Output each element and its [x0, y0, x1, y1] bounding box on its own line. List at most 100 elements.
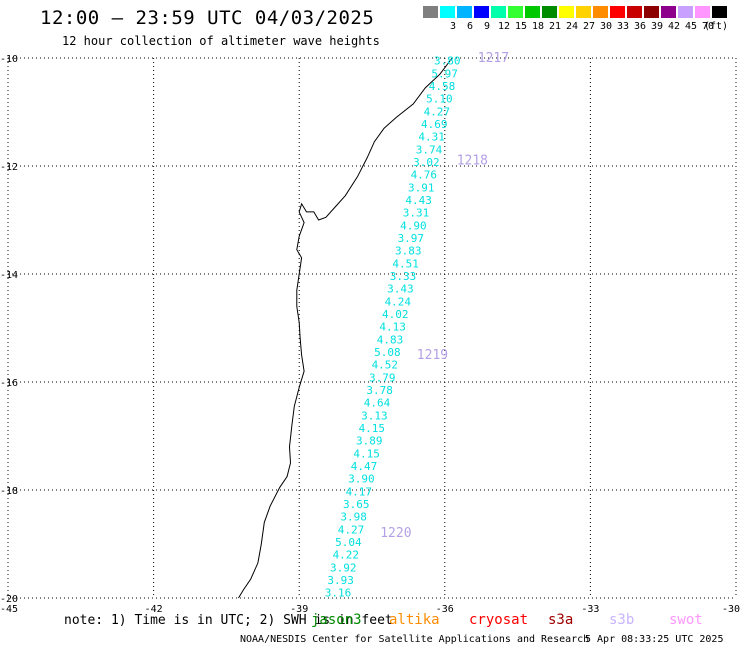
wave-height-label: 4.27 [424, 105, 451, 118]
wave-height-label: 4.58 [429, 80, 456, 93]
legend-swatch [643, 5, 660, 19]
wave-height-label: 4.22 [333, 549, 360, 562]
legend-label: 39 [651, 21, 664, 32]
wave-height-label: 4.90 [400, 219, 427, 232]
lon-tick-label: -36 [436, 604, 454, 615]
legend-swatch [592, 5, 609, 19]
legend-swatch [541, 5, 558, 19]
wave-height-label: 4.69 [421, 118, 448, 131]
wave-height-label: 4.83 [377, 333, 404, 346]
legend-label: 6 [467, 21, 474, 32]
lat-tick-label: -10 [0, 54, 18, 65]
legend-swatch [575, 5, 592, 19]
wave-height-label: 4.51 [392, 257, 419, 270]
generated-timestamp: 5 Apr 08:33:25 UTC 2025 [585, 634, 724, 645]
pass-time-label: 1219 [417, 348, 448, 363]
lon-tick-label: -33 [581, 604, 599, 615]
legend-label: 33 [617, 21, 630, 32]
wave-height-label: 4.02 [382, 308, 409, 321]
wave-height-label: 3.93 [327, 574, 354, 587]
wave-height-label: 4.76 [411, 169, 438, 182]
wave-height-label: 5.97 [431, 67, 458, 80]
legend-label: 45 [685, 21, 698, 32]
legend-label: 36 [634, 21, 647, 32]
wave-height-label: 3.97 [398, 232, 425, 245]
wave-height-label: 4.15 [359, 422, 386, 435]
wave-height-label: 5.08 [374, 346, 401, 359]
wave-height-label: 3.43 [387, 283, 414, 296]
legend-swatch [694, 5, 711, 19]
lat-tick-label: -14 [0, 270, 18, 281]
footer-note: note: 1) Time is in UTC; 2) SWH is in fe… [64, 613, 393, 628]
wave-height-label: 4.27 [338, 523, 365, 536]
legend-label: 30 [600, 21, 613, 32]
wave-height-label: 4.47 [351, 460, 378, 473]
legend-swatch [456, 5, 473, 19]
wave-height-label: 3.92 [330, 561, 357, 574]
coastline [238, 57, 453, 599]
wave-height-legend: 3 6 9 12 15 18 21 24 27 30 33 36 39 42 45 70 (ft) [422, 5, 728, 35]
legend-label: 42 [668, 21, 681, 32]
page-title: 12:00 – 23:59 UTC 04/03/2025 [40, 7, 375, 29]
wave-height-label: 3.89 [356, 435, 383, 448]
lon-tick-label: -39 [290, 604, 308, 615]
wave-height-label: 3.31 [403, 207, 430, 220]
credit-line: NOAA/NESDIS Center for Satellite Applica… [240, 634, 590, 645]
lat-tick-label: -20 [0, 594, 18, 605]
pass-time-label: 1217 [478, 51, 509, 66]
satellite-label-jason3: jason3 [311, 612, 362, 628]
wave-height-label: 4.52 [372, 359, 399, 372]
wave-height-label: 3.65 [343, 498, 370, 511]
legend-label: 9 [484, 21, 491, 32]
legend-swatch [439, 5, 456, 19]
legend-swatch [490, 5, 507, 19]
wave-height-label: 3.80 [434, 55, 461, 68]
legend-swatch [524, 5, 541, 19]
page-subtitle: 12 hour collection of altimeter wave hei… [62, 34, 380, 48]
wave-height-label: 3.83 [395, 245, 422, 258]
legend-swatch [660, 5, 677, 19]
satellite-label-cryosat: cryosat [469, 612, 529, 628]
lat-tick-label: -12 [0, 162, 18, 173]
wave-height-label: 3.02 [413, 156, 440, 169]
lat-tick-label: -18 [0, 486, 18, 497]
wave-height-label: 4.17 [346, 485, 373, 498]
wave-height-label: 4.31 [418, 131, 445, 144]
legend-swatch [711, 5, 728, 19]
lon-tick-label: -45 [0, 604, 18, 615]
wave-height-label: 5.10 [426, 93, 453, 106]
wave-height-label: 3.91 [408, 181, 435, 194]
wave-height-label: 5.04 [335, 536, 362, 549]
legend-label: 12 [498, 21, 511, 32]
pass-time-label: 1218 [457, 154, 488, 169]
legend-label: 70 [702, 21, 715, 32]
legend-unit-label: (ft) [704, 21, 729, 32]
satellite-label-swot: swot [669, 612, 703, 628]
wave-height-label: 3.33 [390, 270, 417, 283]
wave-height-label: 3.74 [416, 143, 443, 156]
legend-label: 24 [566, 21, 579, 32]
legend-swatch [677, 5, 694, 19]
legend-label: 15 [515, 21, 528, 32]
wave-height-label: 3.78 [366, 384, 393, 397]
legend-swatch [626, 5, 643, 19]
pass-time-label: 1220 [380, 526, 411, 541]
wave-height-label: 4.24 [385, 295, 412, 308]
satellite-label-s3b: s3b [609, 612, 635, 628]
wave-height-label: 4.13 [379, 321, 406, 334]
wave-height-label: 3.98 [340, 511, 367, 524]
lat-tick-label: -16 [0, 378, 18, 389]
legend-swatch [422, 5, 439, 19]
wave-height-label: 3.90 [348, 473, 375, 486]
wave-height-label: 4.64 [364, 397, 391, 410]
wave-height-label: 3.16 [325, 587, 352, 600]
legend-label: 21 [549, 21, 562, 32]
wave-height-label: 3.79 [369, 371, 396, 384]
wave-height-label: 3.13 [361, 409, 388, 422]
legend-swatch [558, 5, 575, 19]
legend-label: 27 [583, 21, 596, 32]
wave-height-label: 4.43 [405, 194, 432, 207]
legend-label: 18 [532, 21, 545, 32]
legend-swatch [609, 5, 626, 19]
